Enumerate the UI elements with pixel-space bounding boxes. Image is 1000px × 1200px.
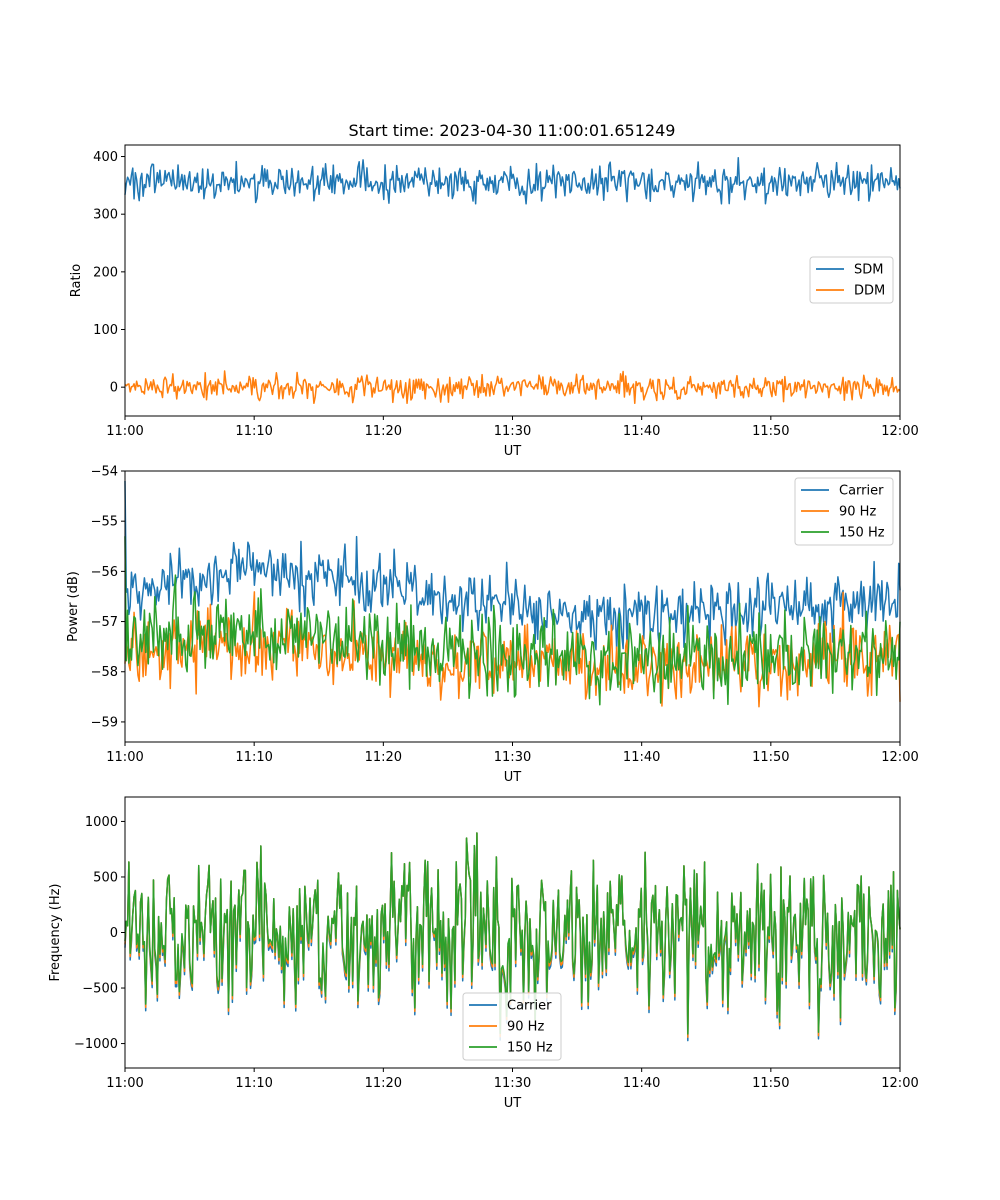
chart-title: Start time: 2023-04-30 11:00:01.651249 (349, 121, 676, 140)
x-tick-label: 11:40 (623, 750, 660, 765)
frequency-x-axis-label: UT (504, 1096, 522, 1111)
x-tick-label: 11:40 (623, 1076, 660, 1091)
legend-label: SDM (854, 263, 883, 278)
series-line-ddm (124, 370, 901, 405)
x-tick-label: 11:10 (235, 750, 272, 765)
ratio-y-axis-label: Ratio (69, 264, 84, 297)
series-line-90-hz (124, 591, 901, 708)
y-tick-label: −56 (91, 565, 118, 580)
y-tick-label: 400 (93, 150, 118, 165)
series-line-150-hz (124, 536, 901, 706)
legend-box (462, 992, 562, 1061)
x-tick-label: 12:00 (881, 424, 918, 439)
y-tick-label: −57 (91, 615, 118, 630)
y-tick-label: −1000 (74, 1037, 118, 1052)
y-tick-label: −500 (82, 982, 118, 997)
x-tick-label: 11:30 (494, 1076, 531, 1091)
y-tick-label: 300 (93, 208, 118, 223)
power-lines (124, 481, 901, 708)
y-tick-label: 1000 (85, 815, 118, 830)
x-tick-label: 11:20 (365, 1076, 402, 1091)
legend-label: 150 Hz (839, 526, 885, 541)
x-tick-label: 11:50 (752, 750, 789, 765)
y-tick-label: 200 (93, 265, 118, 280)
x-tick-label: 11:50 (752, 424, 789, 439)
power-x-axis: 11:00 11:10 11:20 11:30 11:40 11:50 12:00 (106, 742, 919, 765)
ratio-legend: SDM DDM (809, 256, 894, 304)
x-tick-label: 11:20 (365, 424, 402, 439)
x-tick-label: 12:00 (881, 750, 918, 765)
ratio-lines (124, 156, 901, 405)
ratio-x-axis: 11:00 11:10 11:20 11:30 11:40 11:50 12:00 (106, 416, 919, 439)
x-tick-label: 11:00 (106, 424, 143, 439)
legend-label: 90 Hz (507, 1020, 544, 1035)
y-tick-label: −59 (91, 715, 118, 730)
power-legend: Carrier 90 Hz 150 Hz (794, 477, 894, 546)
x-tick-label: 11:30 (494, 750, 531, 765)
legend-label: Carrier (507, 999, 552, 1014)
x-tick-label: 11:20 (365, 750, 402, 765)
legend-box (794, 477, 894, 546)
frequency-panel: 11:00 11:10 11:20 11:30 11:40 11:50 12:00 −100… (48, 796, 919, 1111)
series-line-150-hz (124, 832, 901, 1035)
y-tick-label: −58 (91, 665, 118, 680)
ratio-panel: Start time: 2023-04-30 11:00:01.651249 1… (69, 121, 919, 459)
series-line-sdm (124, 156, 901, 205)
legend-label: Carrier (839, 484, 884, 499)
power-panel: 11:00 11:10 11:20 11:30 11:40 11:50 12:00 −59−… (66, 465, 919, 786)
ratio-x-axis-label: UT (504, 444, 522, 459)
legend-label: DDM (854, 284, 885, 299)
ratio-y-axis: 0 100 200 300 400 (93, 150, 125, 396)
y-tick-label: −54 (91, 465, 118, 480)
y-tick-label: 0 (110, 926, 118, 941)
frequency-y-axis-label: Frequency (Hz) (48, 883, 63, 981)
x-tick-label: 11:00 (106, 1076, 143, 1091)
y-tick-label: 0 (110, 381, 118, 396)
power-x-axis-label: UT (504, 770, 522, 785)
frequency-x-axis: 11:00 11:10 11:20 11:30 11:40 11:50 12:00 (106, 1068, 919, 1091)
x-tick-label: 11:10 (235, 1076, 272, 1091)
legend-label: 150 Hz (507, 1041, 553, 1056)
power-y-axis: −59 −58 −57 −56 −55 −54 (91, 465, 125, 730)
x-tick-label: 11:50 (752, 1076, 789, 1091)
x-tick-label: 11:10 (235, 424, 272, 439)
y-tick-label: 100 (93, 323, 118, 338)
series-line-carrier (124, 481, 901, 651)
x-tick-label: 11:00 (106, 750, 143, 765)
frequency-legend: Carrier 90 Hz 150 Hz (462, 992, 562, 1061)
y-tick-label: −55 (91, 515, 118, 530)
power-y-axis-label: Power (dB) (66, 571, 81, 642)
frequency-lines (124, 832, 901, 1042)
legend-label: 90 Hz (839, 505, 876, 520)
y-tick-label: 500 (93, 870, 118, 885)
frequency-y-axis: −1000 −500 0 500 1000 (74, 815, 125, 1052)
x-tick-label: 12:00 (881, 1076, 918, 1091)
x-tick-label: 11:30 (494, 424, 531, 439)
x-tick-label: 11:40 (623, 424, 660, 439)
